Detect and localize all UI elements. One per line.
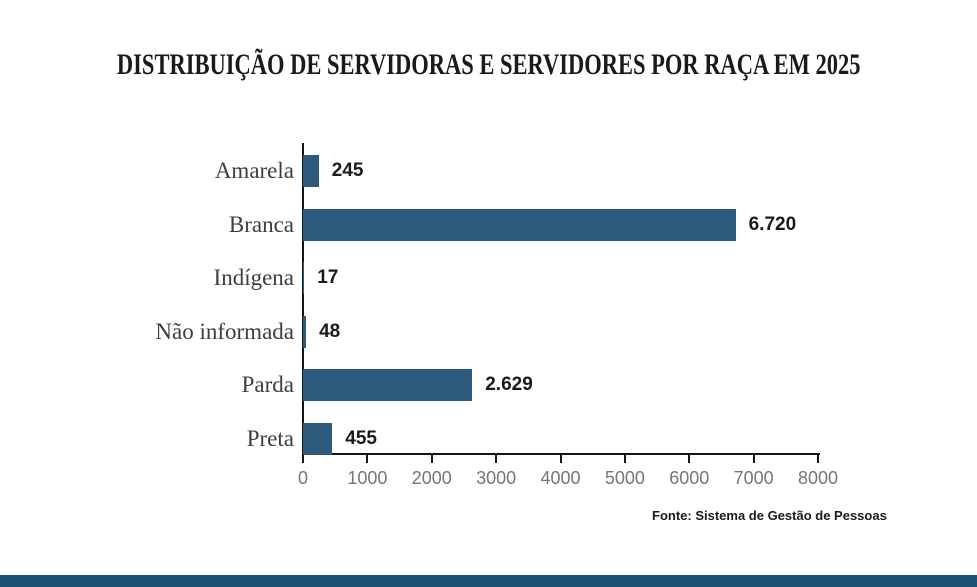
x-axis-line (302, 453, 820, 455)
value-label: 48 (319, 321, 341, 342)
category-label: Amarela (214, 158, 294, 183)
category-label: Preta (246, 426, 294, 451)
x-tick-mark (817, 455, 819, 463)
category-label: Não informada (155, 319, 294, 344)
bar-0 (303, 155, 319, 187)
value-label: 245 (331, 160, 364, 181)
x-tick-mark (366, 455, 369, 463)
bar-3 (303, 316, 307, 348)
source-note: Fonte: Sistema de Gestão de Pessoas (652, 508, 887, 523)
x-tick-mark (752, 455, 755, 463)
x-tick-mark (688, 455, 691, 463)
value-label: 6.720 (748, 214, 797, 235)
category-label: Parda (241, 372, 294, 397)
chart-title-text: DISTRIBUIÇÃO DE SERVIDORAS E SERVIDORES … (116, 48, 861, 81)
x-tick-mark (495, 455, 498, 463)
x-tick-label: 3000 (476, 468, 517, 488)
x-tick-label: 0 (297, 468, 308, 488)
value-label: 17 (317, 267, 339, 288)
x-tick-label: 2000 (411, 468, 452, 488)
y-axis-line (302, 143, 304, 455)
footer-strip (0, 575, 977, 587)
x-tick-label: 4000 (540, 468, 581, 488)
bar-1 (303, 209, 736, 241)
x-tick-label: 1000 (347, 468, 388, 488)
bar-5 (303, 423, 333, 455)
bar-4 (303, 369, 473, 401)
value-label: 455 (345, 428, 377, 449)
bar-2 (303, 262, 305, 294)
x-tick-label: 6000 (669, 468, 710, 488)
x-tick-mark (430, 455, 433, 463)
x-tick-label: 8000 (797, 468, 839, 488)
value-label: 2.629 (485, 374, 533, 395)
x-tick-label: 7000 (733, 468, 774, 488)
x-tick-label: 5000 (604, 468, 645, 488)
category-label: Indígena (213, 265, 294, 290)
x-tick-mark (623, 455, 626, 463)
category-label: Branca (228, 212, 294, 237)
chart-title: DISTRIBUIÇÃO DE SERVIDORAS E SERVIDORES … (0, 48, 977, 82)
x-tick-mark (302, 455, 304, 463)
x-tick-mark (559, 455, 562, 463)
